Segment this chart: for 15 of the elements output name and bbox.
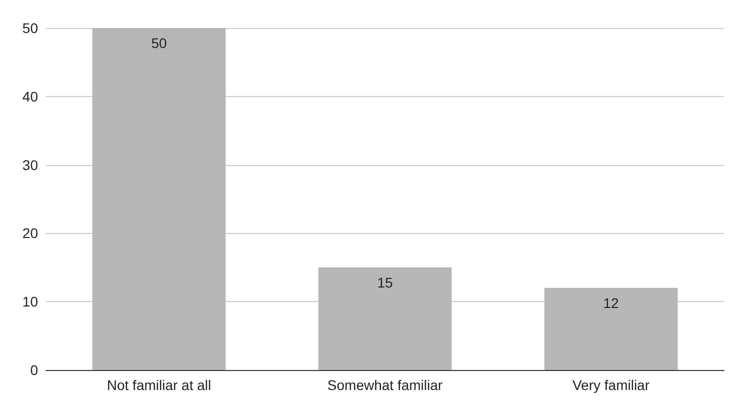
y-tick-label: 10 bbox=[22, 294, 38, 310]
data-label: 15 bbox=[377, 274, 393, 290]
bar bbox=[544, 288, 678, 370]
y-tick-label: 0 bbox=[30, 362, 38, 378]
y-tick-label: 20 bbox=[22, 225, 38, 242]
y-tick-label: 30 bbox=[22, 156, 38, 173]
x-tick-label: Not familiar at all bbox=[106, 377, 212, 393]
x-tick-label: Very familiar bbox=[572, 377, 650, 393]
x-tick-label: Somewhat familiar bbox=[327, 377, 443, 393]
bar bbox=[318, 267, 452, 370]
bar bbox=[92, 28, 226, 370]
y-tick-label: 40 bbox=[22, 88, 38, 104]
data-label: 12 bbox=[603, 294, 619, 311]
y-tick-label: 50 bbox=[22, 20, 38, 36]
data-label: 50 bbox=[151, 35, 167, 51]
